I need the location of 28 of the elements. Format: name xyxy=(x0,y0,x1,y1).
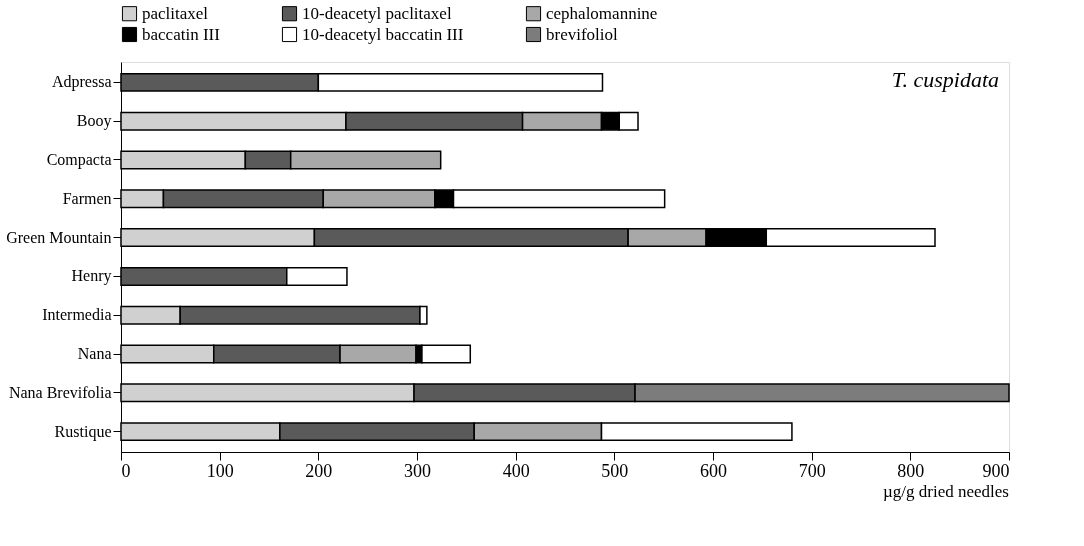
x-tick-label: 200 xyxy=(305,460,333,481)
x-axis-title: µg/g dried needles xyxy=(883,482,1009,501)
x-tick-label: 800 xyxy=(897,460,925,481)
y-tick-label: Rustique xyxy=(54,422,112,441)
x-tick-label: 300 xyxy=(404,460,431,481)
x-tick-label: 600 xyxy=(700,460,727,481)
y-tick-label: Green Mountain xyxy=(6,228,112,246)
y-tick-label: Adpressa xyxy=(51,73,112,92)
y-tick-label: Farmen xyxy=(62,189,112,207)
x-tick-label: 0 xyxy=(121,460,131,481)
legend-label: cephalomannine xyxy=(546,3,658,23)
y-tick-label: Booy xyxy=(76,112,112,131)
x-tick-label: 400 xyxy=(502,460,530,481)
legend-label: 10-deacetyl paclitaxel xyxy=(302,3,452,23)
y-tick-label: Nana xyxy=(77,345,112,363)
annotation: T. cuspidata xyxy=(891,67,999,92)
legend-label: paclitaxel xyxy=(142,3,209,23)
legend-label: baccatin III xyxy=(142,24,221,44)
x-tick-label: 700 xyxy=(798,460,826,481)
legend-label: 10-deacetyl baccatin III xyxy=(302,24,464,44)
y-tick-label: Intermedia xyxy=(42,306,112,324)
x-tick-label: 500 xyxy=(601,460,629,481)
y-tick-label: Henry xyxy=(71,267,112,286)
legend-label: brevifoliol xyxy=(546,24,619,44)
x-tick-label: 900 xyxy=(982,460,1010,481)
y-tick-label: Compacta xyxy=(46,150,112,169)
x-tick-label: 100 xyxy=(206,460,234,481)
y-tick-label: Nana Brevifolia xyxy=(8,383,112,401)
